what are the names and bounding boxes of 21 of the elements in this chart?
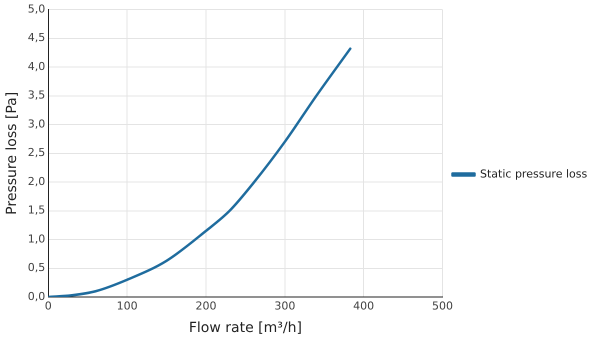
y-tick-label: 0,5 bbox=[28, 261, 46, 274]
x-axis-title: Flow rate [m³/h] bbox=[188, 320, 302, 336]
line-series bbox=[48, 47, 352, 297]
x-tick-label: 200 bbox=[195, 299, 216, 312]
y-tick-label: 3,5 bbox=[28, 88, 46, 102]
legend-label: Static pressure loss bbox=[480, 167, 588, 180]
x-tick-label: 500 bbox=[432, 299, 453, 312]
y-tick-label: 4,0 bbox=[28, 60, 46, 73]
y-tick-label: 2,5 bbox=[28, 146, 46, 160]
y-tick-label: 0,0 bbox=[28, 290, 46, 303]
y-tick-label: 3,0 bbox=[28, 117, 46, 130]
y-tick-label: 2,0 bbox=[28, 174, 46, 188]
y-tick-label: 5,0 bbox=[28, 2, 46, 16]
x-tick-label: 0 bbox=[44, 299, 52, 312]
x-tick-label: 300 bbox=[274, 299, 296, 312]
x-tick-label: 400 bbox=[353, 299, 374, 312]
y-tick-label: 1,5 bbox=[28, 204, 46, 217]
y-axis-title: Pressure loss [Pa] bbox=[4, 92, 20, 215]
y-tick-label: 1,0 bbox=[28, 232, 46, 246]
y-tick-label: 4,5 bbox=[28, 31, 46, 44]
x-tick-label: 100 bbox=[116, 299, 138, 312]
